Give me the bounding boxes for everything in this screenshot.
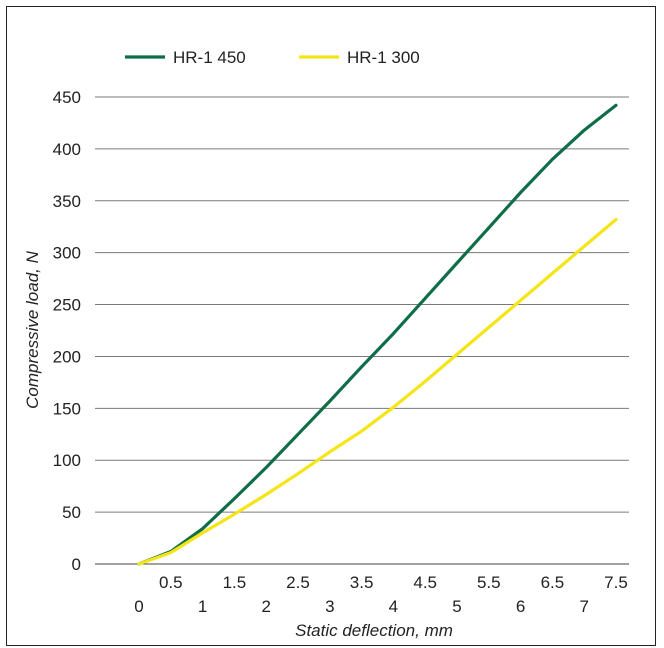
y-tick-label: 100	[53, 451, 81, 470]
y-tick-label: 450	[53, 88, 81, 107]
x-tick-label: 4.5	[413, 573, 437, 592]
y-tick-label: 300	[53, 244, 81, 263]
y-axis-title: Compressive load, N	[23, 250, 42, 409]
x-tick-label: 0	[134, 597, 143, 616]
legend-label-hr-1-450: HR-1 450	[173, 48, 246, 67]
series-line-hr-1-450	[137, 103, 618, 566]
legend-label-hr-1-300: HR-1 300	[347, 48, 420, 67]
x-tick-label: 6.5	[541, 573, 565, 592]
y-tick-label: 0	[72, 555, 81, 574]
x-tick-label: 5	[452, 597, 461, 616]
gridlines	[95, 96, 629, 565]
line-chart: 0 50 100 150 200 250 300 350 400 450 0 0.5 1 1.5 2 2.5…	[23, 48, 629, 640]
x-tick-label: 2.5	[286, 573, 310, 592]
y-tick-label: 50	[62, 503, 81, 522]
y-tick-label: 400	[53, 140, 81, 159]
y-tick-label: 150	[53, 399, 81, 418]
y-tick-label: 250	[53, 296, 81, 315]
x-tick-label: 5.5	[477, 573, 501, 592]
x-tick-label: 1	[198, 597, 207, 616]
x-tick-label: 3.5	[350, 573, 374, 592]
chart-frame: 0 50 100 150 200 250 300 350 400 450 0 0.5 1 1.5 2 2.5…	[6, 6, 656, 646]
x-tick-label: 2	[261, 597, 270, 616]
series-lines	[137, 103, 618, 566]
y-tick-label: 350	[53, 192, 81, 211]
x-tick-label: 3	[325, 597, 334, 616]
x-tick-label: 1.5	[223, 573, 247, 592]
x-tick-labels: 0 0.5 1 1.5 2 2.5 3 3.5 4 4.5 5 5.5 6 6.5 7 7.5	[134, 573, 628, 616]
y-tick-labels: 0 50 100 150 200 250 300 350 400 450	[53, 88, 81, 574]
x-tick-label: 7.5	[604, 573, 628, 592]
series-line-hr-1-300	[137, 217, 618, 566]
y-tick-label: 200	[53, 347, 81, 366]
x-tick-label: 4	[389, 597, 398, 616]
x-tick-label: 6	[516, 597, 525, 616]
x-tick-label: 0.5	[159, 573, 183, 592]
x-axis-title: Static deflection, mm	[295, 621, 453, 640]
x-tick-label: 7	[579, 597, 588, 616]
legend: HR-1 450 HR-1 300	[125, 48, 420, 67]
